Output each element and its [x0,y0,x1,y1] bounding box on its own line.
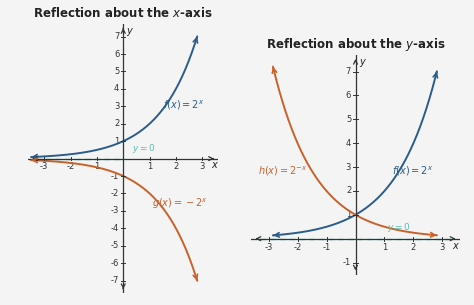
Text: 3: 3 [440,243,445,252]
Text: y: y [359,57,365,67]
Text: 2: 2 [114,119,119,128]
Text: 7: 7 [346,67,351,76]
Text: x: x [211,160,217,170]
Text: -4: -4 [111,224,119,233]
Text: 3: 3 [346,163,351,172]
Text: 5: 5 [346,115,351,124]
Title: Reflection about the $y$-axis: Reflection about the $y$-axis [266,36,445,53]
Text: 4: 4 [114,84,119,93]
Text: -1: -1 [322,243,331,252]
Text: -7: -7 [111,276,119,285]
Title: Reflection about the $x$-axis: Reflection about the $x$-axis [34,6,213,20]
Text: x: x [453,241,458,251]
Text: $g(x) = -2^x$: $g(x) = -2^x$ [152,197,208,211]
Text: 2: 2 [173,162,179,171]
Text: 3: 3 [200,162,205,171]
Text: -3: -3 [111,206,119,215]
Text: -2: -2 [66,162,75,171]
Text: $y = 0$: $y = 0$ [387,221,411,234]
Text: -3: -3 [40,162,48,171]
Text: $y = 0$: $y = 0$ [132,142,156,155]
Text: -1: -1 [93,162,101,171]
Text: $f(x) = 2^x$: $f(x) = 2^x$ [392,164,433,178]
Text: 1: 1 [346,210,351,219]
Text: 7: 7 [114,32,119,41]
Text: -3: -3 [264,243,273,252]
Text: -1: -1 [111,171,119,181]
Text: -2: -2 [111,189,119,198]
Text: 1: 1 [114,137,119,146]
Text: 6: 6 [114,49,119,59]
Text: $f(x) = 2^x$: $f(x) = 2^x$ [163,98,204,112]
Text: -1: -1 [343,258,351,267]
Text: -5: -5 [111,241,119,250]
Text: 6: 6 [346,91,351,100]
Text: 2: 2 [411,243,416,252]
Text: 1: 1 [147,162,152,171]
Text: 1: 1 [382,243,387,252]
Text: 4: 4 [346,139,351,148]
Text: -2: -2 [293,243,301,252]
Text: $h(x) = 2^{-x}$: $h(x) = 2^{-x}$ [258,164,308,178]
Text: y: y [127,26,132,36]
Text: 3: 3 [114,102,119,111]
Text: 5: 5 [114,67,119,76]
Text: -6: -6 [111,259,119,268]
Text: 2: 2 [346,186,351,196]
